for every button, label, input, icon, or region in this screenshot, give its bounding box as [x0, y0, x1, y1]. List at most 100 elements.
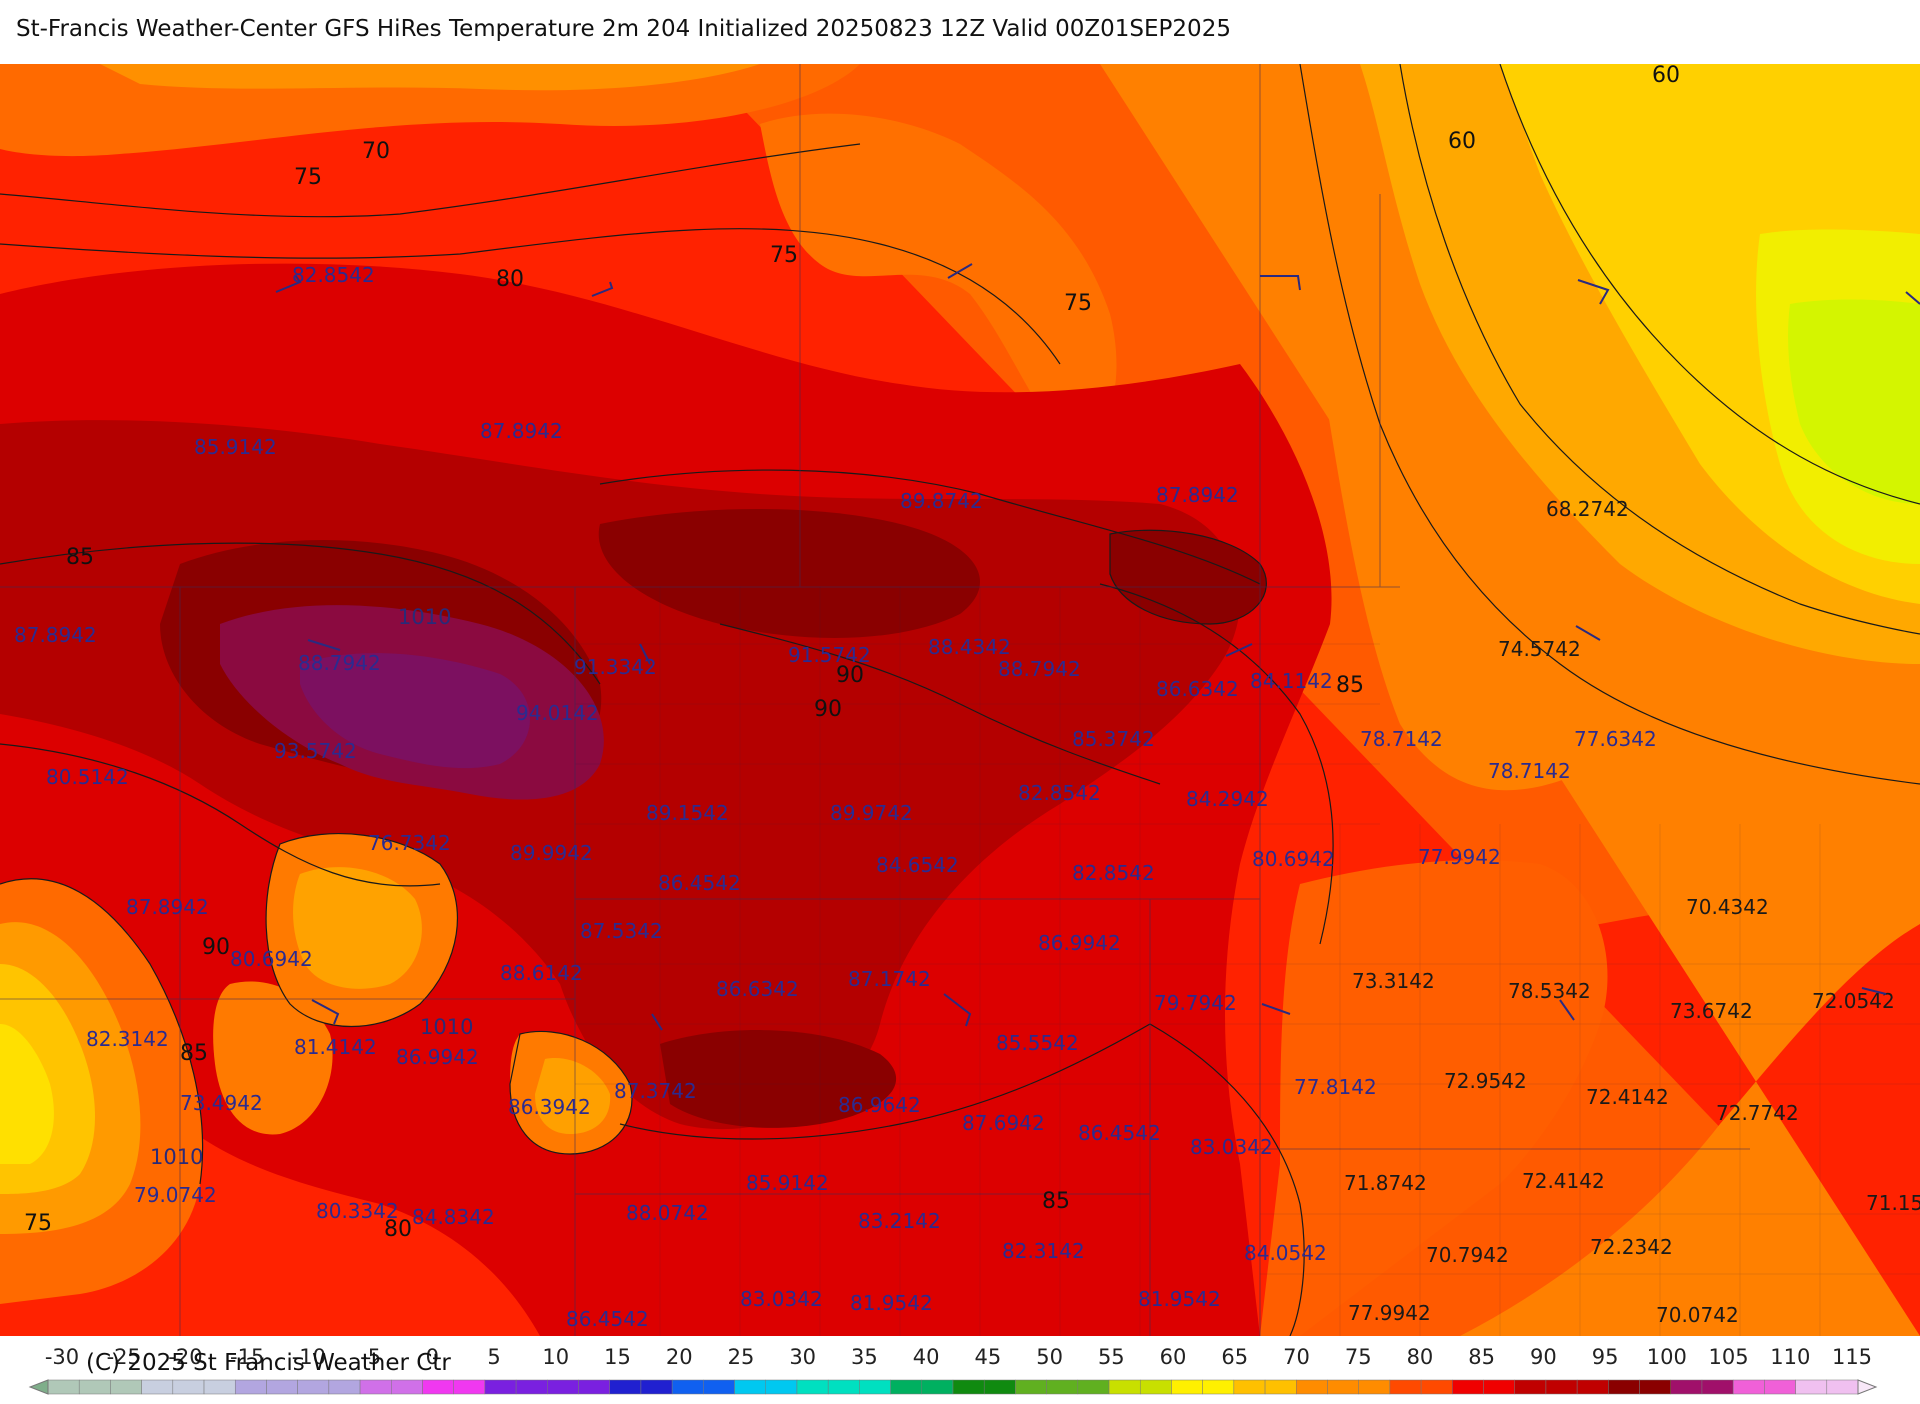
colorbar-cell: [1139, 1379, 1172, 1395]
contour-label: 60: [1652, 64, 1680, 88]
station-value: 86.4542: [658, 871, 741, 895]
colorbar-tick-label: 15: [604, 1345, 631, 1369]
colorbar-cell: [703, 1379, 735, 1395]
colorbar-cell: [734, 1379, 767, 1395]
station-value: 72.4142: [1586, 1085, 1669, 1109]
station-value: 84.0542: [1244, 1241, 1327, 1265]
contour-label: 85: [1042, 1189, 1070, 1214]
station-value: 79.7942: [1154, 991, 1237, 1015]
station-value: 86.9942: [1038, 931, 1121, 955]
contour-label: 60: [1448, 129, 1476, 154]
colorbar-tick-label: 0: [426, 1345, 439, 1369]
colorbar-cell: [1108, 1379, 1141, 1395]
station-value: 72.7742: [1716, 1101, 1799, 1125]
colorbar-cell: [1732, 1379, 1765, 1395]
colorbar-cell: [890, 1379, 923, 1395]
colorbar-tick-label: 110: [1770, 1345, 1810, 1369]
colorbar-cell: [47, 1379, 80, 1395]
contour-label: 90: [202, 935, 230, 960]
isotherm-lines: [0, 64, 1920, 1336]
station-value: 74.5742: [1498, 637, 1581, 661]
colorbar-cell: [1670, 1379, 1703, 1395]
colorbar-cell: [952, 1379, 985, 1395]
state-borders: [0, 64, 1750, 1336]
contour-label: 70: [362, 139, 390, 164]
temperature-map: 60 60 70 75 75 75 80 85 85 85 85 90 90 9…: [0, 64, 1920, 1336]
station-value: 77.9942: [1418, 845, 1501, 869]
colorbar-cell: [266, 1379, 298, 1395]
colorbar-tick-label: 115: [1832, 1345, 1872, 1369]
colorbar-cell: [1389, 1379, 1422, 1395]
station-value: 80.5142: [46, 765, 129, 789]
colorbar-cell: [141, 1379, 174, 1395]
station-value: 77.9942: [1348, 1301, 1431, 1325]
station-value: 72.2342: [1590, 1235, 1673, 1259]
temp-fill-95c: [1110, 530, 1267, 624]
colorbar-cell: [172, 1379, 205, 1395]
station-value: 91.5742: [788, 643, 871, 667]
station-value: 84.1142: [1250, 669, 1333, 693]
colorbar-cell: [1639, 1379, 1672, 1395]
colorbar-cell: [578, 1379, 610, 1395]
station-value: 82.8542: [1018, 781, 1101, 805]
station-value: 85.5542: [996, 1031, 1079, 1055]
colorbar-cells: [28, 1379, 1878, 1395]
map-title: St-Francis Weather-Center GFS HiRes Temp…: [16, 16, 1231, 42]
colorbar-cell: [1233, 1379, 1266, 1395]
colorbar-tick-label: -10: [292, 1345, 326, 1369]
colorbar-tick-label: 100: [1647, 1345, 1687, 1369]
temp-fill-75-se: [1260, 860, 1608, 1336]
colorbar-tick-label: 50: [1036, 1345, 1063, 1369]
colorbar-tick-label: -25: [107, 1345, 141, 1369]
colorbar-cell: [1452, 1379, 1484, 1395]
station-value: 87.1742: [848, 967, 931, 991]
station-values-blue: 82.8542 85.9142 87.8942 89.8742 87.8942 …: [14, 263, 1657, 1331]
station-value: 87.8942: [126, 895, 209, 919]
station-value: 86.4542: [566, 1307, 649, 1331]
colorbar-tick-label: 95: [1592, 1345, 1619, 1369]
station-value: 68.2742: [1546, 497, 1629, 521]
temp-fill-70-top: [100, 64, 760, 91]
temp-fill-70-mtn3: [535, 1058, 611, 1134]
station-value: 79.0742: [134, 1183, 217, 1207]
contour-label: 75: [770, 243, 798, 268]
colorbar-tick-label: 45: [974, 1345, 1001, 1369]
station-value: 72.4142: [1522, 1169, 1605, 1193]
station-value: 84.6542: [876, 853, 959, 877]
station-value: 81.4142: [294, 1035, 377, 1059]
station-value: 70.0742: [1656, 1303, 1739, 1327]
colorbar-cell: [1483, 1379, 1515, 1395]
contour-label: 80: [384, 1217, 412, 1242]
station-value: 77.6342: [1574, 727, 1657, 751]
colorbar-tick-label: -15: [230, 1345, 264, 1369]
station-value: 86.9942: [396, 1045, 479, 1069]
colorbar-tick-label: 10: [542, 1345, 569, 1369]
colorbar-cell: [422, 1379, 454, 1395]
station-value: 85.9142: [194, 435, 277, 459]
colorbar-cell: [328, 1379, 361, 1395]
colorbar-cell: [203, 1379, 236, 1395]
colorbar-cell: [1171, 1379, 1203, 1395]
colorbar-tick-label: -30: [45, 1345, 79, 1369]
colorbar-tick-label: 40: [913, 1345, 940, 1369]
colorbar-cell: [1514, 1379, 1547, 1395]
station-value: 83.0342: [740, 1287, 823, 1311]
colorbar-tick-label: 85: [1468, 1345, 1495, 1369]
station-value: 87.6942: [962, 1111, 1045, 1135]
contour-label: 85: [1336, 673, 1364, 698]
station-value: 72.9542: [1444, 1069, 1527, 1093]
colorbar-cell: [391, 1379, 423, 1395]
station-value: 80.6942: [230, 947, 313, 971]
colorbar-left-arrow: [28, 1379, 49, 1395]
station-value: 91.3342: [574, 655, 657, 679]
pressure-label: 1010: [150, 1145, 203, 1169]
colorbar-cell: [234, 1379, 267, 1395]
station-value: 80.6942: [1252, 847, 1335, 871]
station-value: 85.3742: [1072, 727, 1155, 751]
station-value: 76.7342: [368, 831, 451, 855]
station-value: 84.8342: [412, 1205, 495, 1229]
temp-fill-75-lakes: [760, 113, 1117, 446]
colorbar-cell: [640, 1379, 673, 1395]
temperature-colorbar: -30 -25 -20 -15 -10 -5 0 5 10 15 20 25 30 35 40 45 50 55 6…: [0, 1336, 1920, 1400]
station-value: 87.5342: [580, 919, 663, 943]
